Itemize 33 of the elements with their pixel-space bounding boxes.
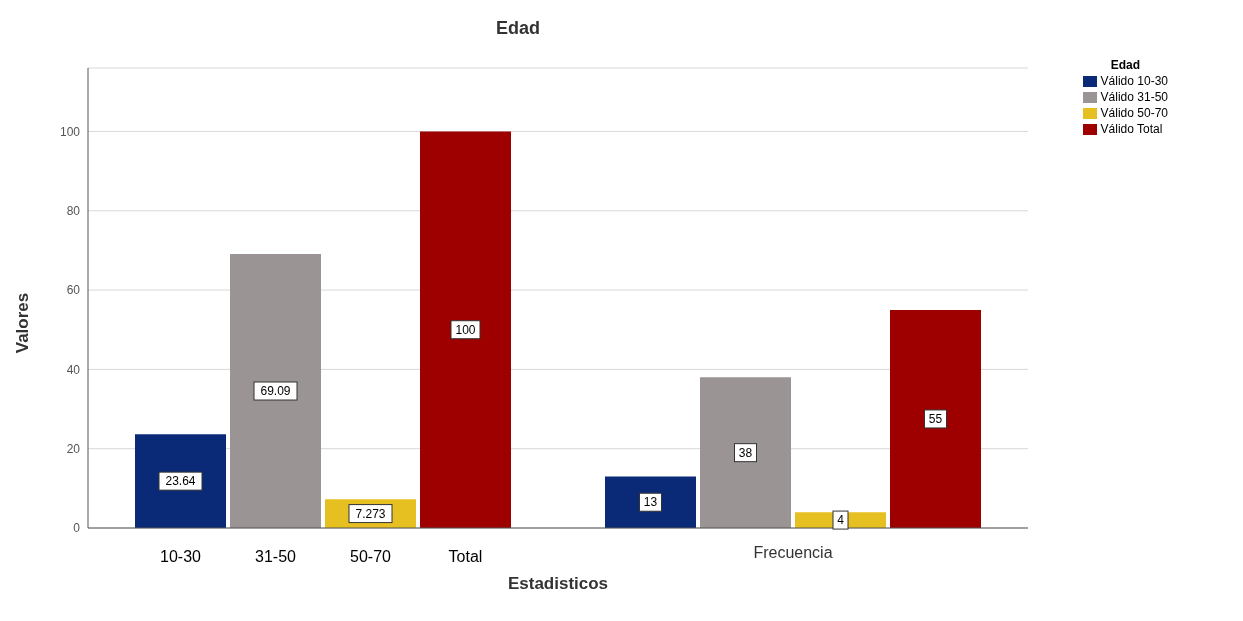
data-label: 100 <box>455 322 476 337</box>
data-label: 69.09 <box>260 384 291 399</box>
y-axis-title: Valores <box>13 292 33 354</box>
data-label: 55 <box>928 411 943 426</box>
text: Total <box>448 548 483 565</box>
data-label: 7.273 <box>355 506 386 521</box>
text: 31-50 <box>255 548 297 565</box>
legend-label: Válido Total <box>1100 122 1163 136</box>
bar <box>230 254 321 528</box>
legend-title: Edad <box>1109 58 1141 72</box>
y-tick-label: 100 <box>59 124 81 139</box>
legend-label: Válido 10-30 <box>1100 74 1168 88</box>
bar <box>135 434 226 528</box>
bar <box>420 131 511 528</box>
data-label: 38 <box>738 445 753 460</box>
text: 50-70 <box>350 548 392 565</box>
x-axis-title: Estadisticos <box>506 574 610 594</box>
y-tick-label: 60 <box>66 283 81 298</box>
y-tick-label: 80 <box>66 204 81 219</box>
data-label: 4 <box>837 513 845 528</box>
x-tick-label: Frecuencia <box>753 544 833 561</box>
text: 10-30 <box>160 548 202 565</box>
legend-label: Válido 50-70 <box>1100 106 1168 120</box>
chart-title: Edad <box>495 17 541 40</box>
bar <box>890 309 981 528</box>
data-label: 23.64 <box>165 474 196 489</box>
legend-label: Válido 31-50 <box>1100 90 1168 104</box>
y-tick-label: 20 <box>66 441 81 456</box>
y-tick-label: 40 <box>66 362 81 377</box>
bar <box>605 476 696 528</box>
y-tick-label: 0 <box>73 521 81 536</box>
bar <box>700 377 791 528</box>
data-label: 13 <box>643 495 658 510</box>
